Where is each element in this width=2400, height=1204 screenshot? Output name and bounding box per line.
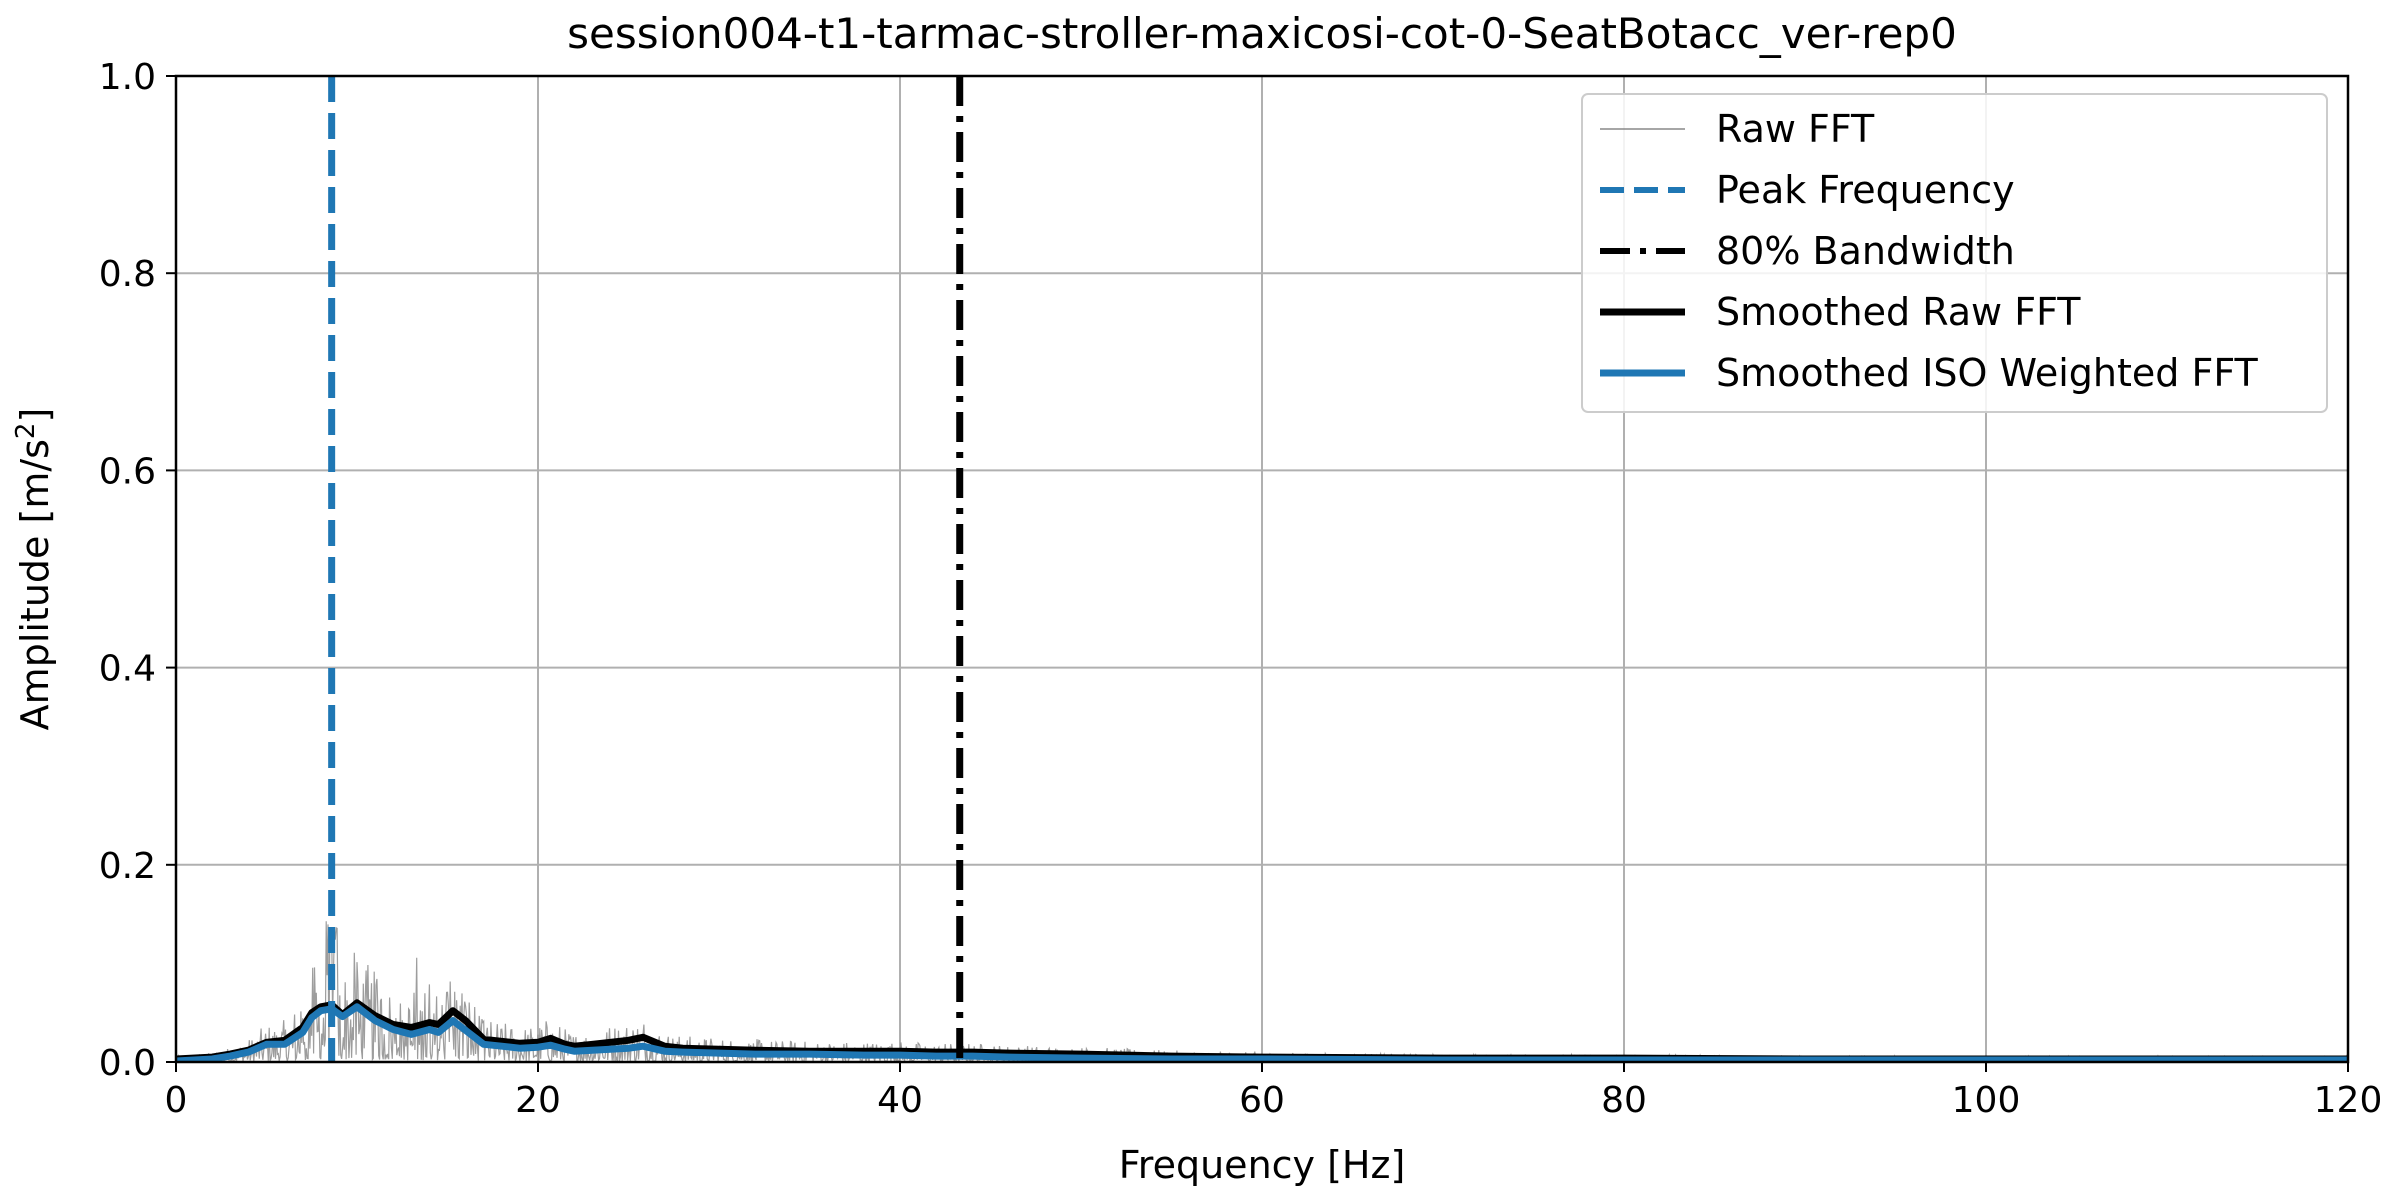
x-tick-label: 40: [877, 1080, 923, 1121]
y-axis-label-main: Amplitude [m/s: [13, 439, 57, 730]
smoothed-iso-weighted-fft-line: [176, 1003, 2348, 1062]
chart-title: session004-t1-tarmac-stroller-maxicosi-c…: [567, 9, 1957, 58]
y-axis-ticks: 0.0 0.2 0.4 0.6 0.8 1.0: [99, 57, 176, 1084]
x-tick-label: 120: [2314, 1080, 2383, 1121]
y-tick-label: 0.0: [99, 1043, 156, 1084]
y-axis-label-superscript: 2: [11, 423, 41, 440]
y-axis-label: Amplitude [m/s2]: [11, 408, 57, 731]
x-tick-label: 0: [165, 1080, 188, 1121]
x-axis-ticks: 0 20 40 60 80 100 120: [165, 1062, 2383, 1121]
x-tick-label: 80: [1601, 1080, 1647, 1121]
y-tick-label: 0.8: [99, 254, 156, 295]
y-tick-label: 1.0: [99, 57, 156, 98]
marker-lines: [328, 76, 964, 1062]
x-tick-label: 100: [1952, 1080, 2021, 1121]
legend-label-raw-fft: Raw FFT: [1716, 107, 1875, 151]
x-axis-label: Frequency [Hz]: [1119, 1143, 1406, 1187]
smoothed-raw-fft-line: [176, 999, 2348, 1062]
y-tick-label: 0.4: [99, 649, 156, 690]
legend-label-80-bandwidth: 80% Bandwidth: [1716, 229, 2015, 273]
x-tick-label: 60: [1239, 1080, 1285, 1121]
legend: Raw FFT Peak Frequency 80% Bandwidth Smo…: [1581, 93, 2328, 413]
legend-label-smoothed-raw-fft: Smoothed Raw FFT: [1716, 290, 2081, 334]
y-tick-label: 0.6: [99, 451, 156, 492]
y-tick-label: 0.2: [99, 846, 156, 887]
smoothed-series: [176, 999, 2348, 1062]
legend-label-peak-frequency: Peak Frequency: [1716, 168, 2015, 212]
legend-label-smoothed-iso-weighted-fft: Smoothed ISO Weighted FFT: [1716, 351, 2259, 395]
y-axis-label-close: ]: [13, 408, 57, 423]
legend-box: [1581, 93, 2328, 413]
x-tick-label: 20: [515, 1080, 561, 1121]
